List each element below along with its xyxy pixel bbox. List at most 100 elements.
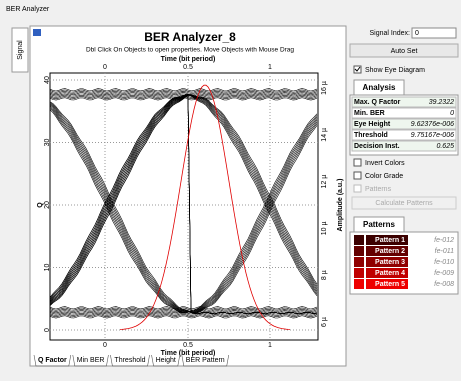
analysis-key: Decision Inst.	[354, 143, 400, 150]
check-mark	[354, 66, 361, 72]
auto-set-label[interactable]: Auto Set	[391, 48, 418, 55]
option-checkbox[interactable]	[353, 158, 362, 167]
option-checkbox[interactable]	[353, 171, 362, 180]
option-label[interactable]: Invert Colors	[365, 160, 405, 167]
eye-trace	[49, 314, 318, 318]
analysis-value: 0	[450, 110, 454, 117]
option-checkbox[interactable]	[353, 184, 362, 193]
analysis-value: 9.75167e-006	[411, 132, 454, 139]
eye-trace	[49, 93, 318, 97]
y2-tick: 10 µ	[321, 222, 328, 236]
pattern-value: fe-008	[434, 281, 454, 288]
y-tick: 10	[44, 264, 51, 272]
eye-trace	[49, 106, 318, 313]
eye-trace	[49, 108, 318, 314]
analysis-key: Min. BER	[354, 110, 385, 117]
eye-trace	[49, 94, 318, 303]
eye-trace	[49, 93, 318, 301]
eye-trace	[49, 307, 318, 311]
patterns-tab-label[interactable]: Patterns	[363, 220, 396, 229]
bottom-tab[interactable]: Threshold	[114, 357, 145, 364]
bottom-tab-outline	[110, 354, 150, 367]
bottom-tab[interactable]: BER Pattern	[186, 357, 225, 364]
analysis-tab-label[interactable]: Analysis	[363, 83, 396, 92]
pattern-value: fe-009	[434, 270, 454, 277]
pattern-value: fe-011	[435, 248, 454, 255]
eye-trace	[49, 312, 318, 316]
side-tab[interactable]	[11, 27, 29, 73]
pattern-swatch	[354, 257, 364, 267]
analysis-row	[351, 118, 457, 130]
bottom-tab[interactable]: Min BER	[77, 357, 105, 364]
signal-index-label: Signal Index:	[370, 30, 411, 37]
y-tick: 40	[44, 76, 51, 84]
y-tick: 20	[44, 201, 51, 209]
pattern-name: Pattern 3	[375, 259, 405, 266]
pattern-swatch	[354, 246, 364, 256]
pattern-name-cell	[366, 235, 408, 245]
auto-set-button[interactable]	[349, 43, 459, 58]
y-label: Q	[37, 202, 44, 208]
analysis-row	[351, 129, 457, 141]
eye-trace	[49, 89, 318, 93]
pattern-name-cell	[366, 257, 408, 267]
x-label-top: Time (bit period)	[161, 56, 216, 63]
bottom-tab-outline	[72, 354, 109, 367]
option-label[interactable]: Patterns	[365, 186, 392, 193]
pattern-swatch	[354, 235, 364, 245]
eye-trace	[49, 308, 318, 312]
eye-trace	[49, 306, 318, 310]
bottom-tab[interactable]: Height	[156, 357, 176, 364]
y2-tick: 8 µ	[321, 270, 328, 280]
eye-trace	[49, 104, 318, 313]
analysis-value: 0.625	[436, 143, 454, 150]
x-label-bottom: Time (bit period)	[161, 350, 216, 357]
pattern-name-cell	[366, 279, 408, 289]
x-tick-top: 1	[268, 64, 272, 71]
side-tab-label[interactable]: Signal	[17, 40, 24, 60]
calculate-label[interactable]: Calculate Patterns	[375, 200, 433, 207]
show-eye-label[interactable]: Show Eye Diagram	[365, 67, 425, 74]
x-tick-top: 0.5	[183, 64, 193, 71]
analysis-row	[351, 107, 457, 119]
window-title: BER Analyzer	[6, 6, 50, 13]
eye-trace	[49, 88, 318, 92]
option-label[interactable]: Color Grade	[365, 173, 403, 180]
eye-trace	[49, 94, 318, 98]
y2-label: Amplitude (a.u.)	[337, 179, 344, 232]
pattern-value: fe-012	[434, 237, 454, 244]
analysis-row	[351, 96, 457, 108]
y2-tick: 14 µ	[321, 128, 328, 142]
bottom-tab-outline	[181, 354, 230, 367]
eye-trace	[49, 311, 318, 315]
pattern-name: Pattern 5	[375, 281, 405, 288]
threshold-curve	[119, 84, 291, 330]
plot-subtitle: Dbl Click On Objects to open properties.…	[86, 47, 294, 54]
pattern-swatch	[354, 268, 364, 278]
bottom-tab-outline	[33, 354, 72, 367]
plot-icon	[33, 29, 41, 36]
pattern-name: Pattern 1	[375, 237, 405, 244]
calculate-button[interactable]	[351, 196, 457, 210]
y2-tick: 12 µ	[321, 175, 328, 189]
x-tick-top: 0	[103, 64, 107, 71]
pattern-name: Pattern 2	[375, 248, 405, 255]
analysis-row	[351, 140, 457, 152]
x-tick-bottom: 0	[103, 342, 107, 349]
analysis-key: Max. Q Factor	[354, 99, 401, 106]
eye-trace	[49, 315, 318, 319]
eye-trace	[49, 101, 318, 314]
eye-trace	[49, 96, 318, 100]
eye-trace	[49, 92, 318, 96]
show-eye-checkbox[interactable]	[353, 65, 362, 74]
pattern-name: Pattern 4	[375, 270, 405, 277]
plot-title: BER Analyzer_8	[144, 30, 236, 44]
signal-index-input[interactable]	[411, 27, 457, 39]
plot-area[interactable]	[49, 72, 319, 341]
bottom-tab[interactable]: Q Factor	[38, 357, 67, 364]
signal-index-value[interactable]: 0	[415, 30, 419, 37]
analysis-key: Threshold	[354, 132, 388, 139]
y2-tick: 16 µ	[321, 81, 328, 95]
y2-tick: 6 µ	[321, 317, 328, 327]
